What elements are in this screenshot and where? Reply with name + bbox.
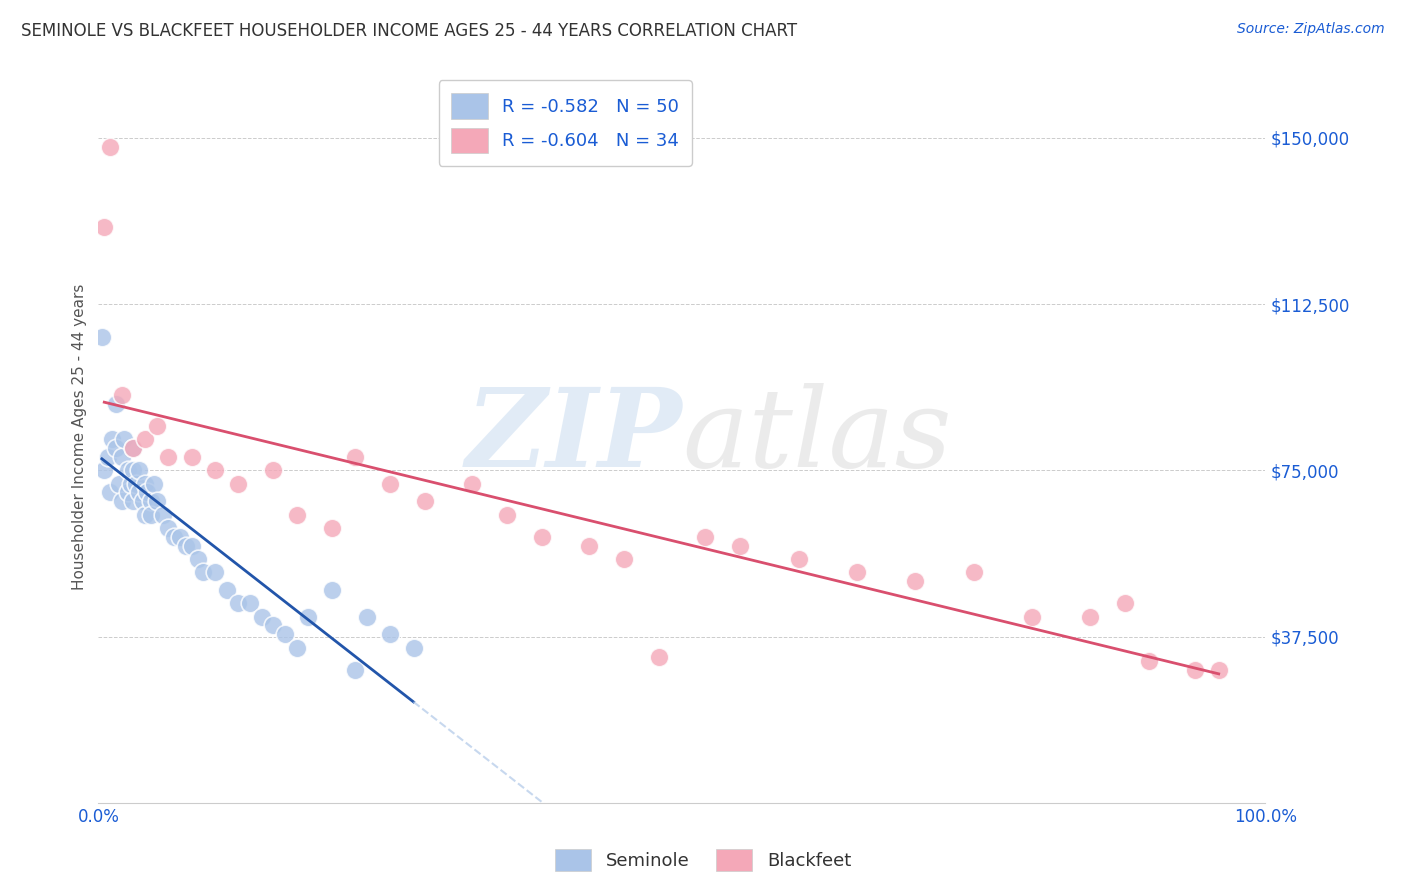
Text: Source: ZipAtlas.com: Source: ZipAtlas.com bbox=[1237, 22, 1385, 37]
Point bbox=[695, 530, 717, 544]
Point bbox=[174, 539, 197, 553]
Point bbox=[146, 419, 169, 434]
Point bbox=[163, 530, 186, 544]
Point bbox=[111, 450, 134, 464]
Point bbox=[344, 663, 367, 677]
Point bbox=[228, 476, 250, 491]
Point bbox=[1114, 596, 1136, 610]
Point bbox=[120, 476, 142, 491]
Point bbox=[98, 485, 121, 500]
Point bbox=[204, 463, 226, 477]
Point bbox=[461, 476, 484, 491]
Point bbox=[157, 521, 180, 535]
Point bbox=[134, 432, 156, 446]
Point bbox=[93, 219, 115, 234]
Point bbox=[380, 627, 402, 641]
Point bbox=[321, 582, 343, 597]
Point bbox=[1208, 663, 1230, 677]
Point bbox=[90, 330, 112, 344]
Point bbox=[846, 566, 869, 580]
Text: atlas: atlas bbox=[682, 384, 952, 491]
Point bbox=[128, 485, 150, 500]
Point bbox=[297, 609, 319, 624]
Point bbox=[128, 463, 150, 477]
Point bbox=[730, 539, 752, 553]
Point bbox=[962, 566, 984, 580]
Point bbox=[108, 476, 131, 491]
Point bbox=[180, 539, 202, 553]
Point bbox=[496, 508, 519, 522]
Point bbox=[274, 627, 297, 641]
Point bbox=[93, 463, 115, 477]
Point bbox=[356, 609, 378, 624]
Point bbox=[612, 552, 634, 566]
Point bbox=[97, 450, 120, 464]
Point bbox=[122, 441, 145, 455]
Point bbox=[180, 450, 202, 464]
Point bbox=[1080, 609, 1102, 624]
Legend: R = -0.582   N = 50, R = -0.604   N = 34: R = -0.582 N = 50, R = -0.604 N = 34 bbox=[439, 80, 692, 166]
Point bbox=[152, 508, 174, 522]
Y-axis label: Householder Income Ages 25 - 44 years: Householder Income Ages 25 - 44 years bbox=[72, 284, 87, 591]
Point bbox=[157, 450, 180, 464]
Point bbox=[193, 566, 215, 580]
Point bbox=[904, 574, 927, 589]
Point bbox=[136, 485, 159, 500]
Point bbox=[134, 508, 156, 522]
Point bbox=[262, 618, 284, 632]
Point bbox=[204, 566, 226, 580]
Point bbox=[530, 530, 553, 544]
Point bbox=[122, 463, 145, 477]
Point bbox=[380, 476, 402, 491]
Point bbox=[187, 552, 209, 566]
Point bbox=[139, 508, 162, 522]
Point bbox=[169, 530, 191, 544]
Point bbox=[578, 539, 600, 553]
Point bbox=[117, 485, 139, 500]
Point bbox=[111, 494, 134, 508]
Point bbox=[143, 476, 166, 491]
Point bbox=[122, 494, 145, 508]
Point bbox=[101, 432, 124, 446]
Point bbox=[228, 596, 250, 610]
Point bbox=[132, 494, 155, 508]
Point bbox=[1021, 609, 1043, 624]
Point bbox=[647, 649, 669, 664]
Legend: Seminole, Blackfeet: Seminole, Blackfeet bbox=[548, 842, 858, 879]
Point bbox=[402, 640, 425, 655]
Point bbox=[344, 450, 367, 464]
Point bbox=[104, 397, 127, 411]
Text: SEMINOLE VS BLACKFEET HOUSEHOLDER INCOME AGES 25 - 44 YEARS CORRELATION CHART: SEMINOLE VS BLACKFEET HOUSEHOLDER INCOME… bbox=[21, 22, 797, 40]
Point bbox=[139, 494, 162, 508]
Point bbox=[112, 432, 135, 446]
Point bbox=[122, 441, 145, 455]
Point bbox=[413, 494, 436, 508]
Text: ZIP: ZIP bbox=[465, 384, 682, 491]
Point bbox=[321, 521, 343, 535]
Point bbox=[98, 139, 121, 153]
Point bbox=[285, 640, 308, 655]
Point bbox=[146, 494, 169, 508]
Point bbox=[117, 463, 139, 477]
Point bbox=[125, 476, 148, 491]
Point bbox=[215, 582, 238, 597]
Point bbox=[250, 609, 273, 624]
Point bbox=[134, 476, 156, 491]
Point bbox=[1137, 654, 1160, 668]
Point bbox=[111, 388, 134, 402]
Point bbox=[262, 463, 284, 477]
Point bbox=[787, 552, 810, 566]
Point bbox=[1184, 663, 1206, 677]
Point bbox=[239, 596, 262, 610]
Point bbox=[285, 508, 308, 522]
Point bbox=[104, 441, 127, 455]
